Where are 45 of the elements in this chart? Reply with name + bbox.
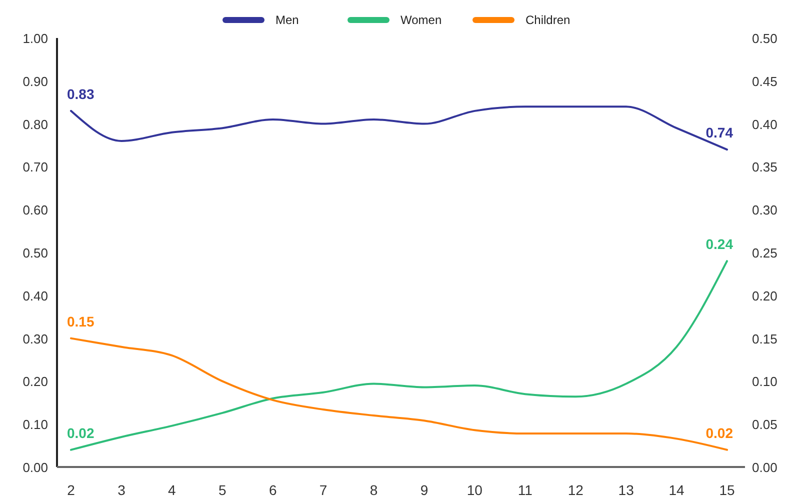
y-tick-label: 0.70: [22, 160, 48, 175]
x-tick-label: 15: [719, 482, 735, 498]
data-label: 0.02: [706, 424, 734, 441]
x-tick-label: 4: [168, 482, 176, 498]
y-tick-label: 0.90: [22, 74, 48, 89]
y-tick-label: 0.10: [22, 417, 48, 432]
y-tick-label: 0.40: [22, 288, 48, 304]
legend-label: Women: [400, 13, 442, 27]
legend-label: Children: [526, 13, 570, 27]
y-tick-label: 0.00: [22, 460, 48, 475]
y2-tick-label: 0.35: [752, 160, 778, 175]
y2-tick-label: 0.20: [752, 288, 778, 304]
data-label: 0.02: [67, 424, 94, 441]
y-tick-label: 0.30: [22, 331, 48, 346]
y2-tick-label: 0.15: [752, 331, 778, 346]
x-tick-label: 13: [618, 482, 634, 498]
y2-tick-label: 0.50: [752, 31, 778, 46]
x-tick-label: 2: [67, 482, 76, 498]
data-label: 0.15: [67, 313, 94, 330]
y2-tick-label: 0.25: [752, 246, 778, 260]
y2-tick-label: 0.00: [752, 460, 778, 475]
x-tick-label: 12: [568, 482, 584, 498]
x-tick-label: 14: [668, 482, 685, 498]
data-label: 0.74: [706, 124, 734, 141]
x-tick-label: 5: [218, 482, 226, 498]
x-tick-label: 7: [319, 482, 328, 498]
x-tick-label: 8: [370, 482, 378, 498]
y2-tick-label: 0.45: [752, 74, 778, 89]
x-tick-label: 10: [466, 482, 483, 498]
data-label: 0.24: [706, 236, 734, 252]
y2-tick-label: 0.10: [752, 374, 778, 390]
y-tick-label: 0.20: [22, 374, 48, 390]
y2-tick-label: 0.30: [752, 202, 778, 218]
x-tick-label: 11: [518, 482, 533, 498]
y-tick-label: 1.00: [22, 31, 48, 46]
y-tick-label: 0.80: [22, 116, 48, 132]
y-tick-label: 0.50: [22, 246, 48, 260]
x-tick-label: 3: [118, 482, 126, 498]
legend-label: Men: [276, 13, 299, 27]
x-tick-label: 9: [420, 482, 428, 498]
y-tick-label: 0.60: [22, 202, 48, 218]
y2-tick-label: 0.05: [752, 417, 778, 432]
y2-tick-label: 0.40: [752, 116, 778, 132]
data-label: 0.83: [67, 86, 94, 102]
x-tick-label: 6: [268, 482, 277, 498]
